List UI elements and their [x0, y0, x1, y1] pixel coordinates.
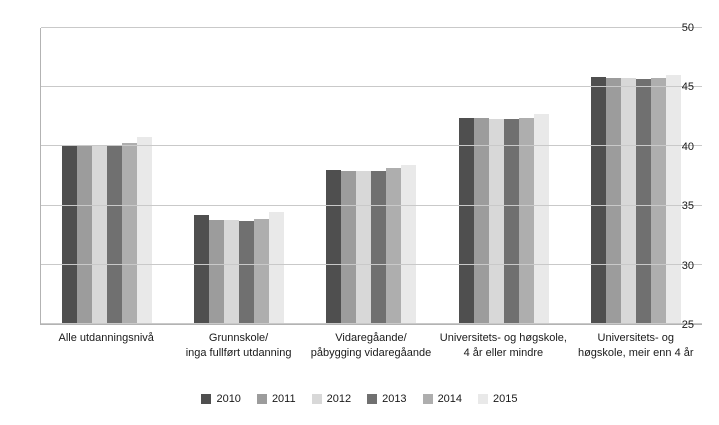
legend-swatch-icon: [311, 394, 322, 404]
x-axis-category-label: Universitets- og høgskole, meir enn 4 år: [577, 332, 694, 359]
legend-item: 2012: [311, 393, 352, 405]
legend-label: 2015: [493, 393, 518, 405]
x-axis-category-label: Grunnskole/ inga fullført utdanning: [185, 332, 292, 359]
bar: [209, 219, 225, 324]
gridline: [41, 263, 702, 265]
legend-label: 2013: [382, 393, 407, 405]
legend-item: 2011: [256, 393, 296, 405]
bar: [650, 77, 666, 324]
bar: [107, 145, 123, 324]
y-tick-label: 35: [681, 200, 694, 213]
bar: [401, 165, 417, 324]
legend-label: 2014: [437, 393, 463, 405]
bar: [92, 146, 108, 324]
y-tick-label: 50: [681, 22, 694, 34]
bar-groups: [41, 28, 702, 324]
x-axis-labels: Alle utdanningsnivå Grunnskole/ inga full…: [40, 331, 702, 361]
x-axis-category-label: Vidaregåande/ påbygging vidaregåande: [310, 332, 432, 359]
gridline: [41, 86, 702, 88]
bar: [605, 77, 621, 324]
bar: [386, 167, 402, 324]
plot-wrap: 25 30 35 40 45 50: [40, 22, 702, 331]
bar: [137, 136, 153, 324]
bar-group: [62, 28, 153, 324]
legend-swatch-icon: [367, 394, 378, 404]
bar: [473, 117, 489, 324]
bar: [488, 119, 504, 324]
legend-item: 2015: [478, 393, 518, 405]
bar: [635, 78, 651, 324]
bar: [590, 76, 606, 324]
bar: [194, 215, 210, 324]
y-tick-label: 45: [681, 81, 694, 94]
bar: [254, 218, 270, 324]
plot-area: [40, 27, 702, 325]
legend-item: 2014: [422, 393, 463, 405]
bar-group: [590, 28, 681, 324]
legend-label: 2012: [326, 393, 352, 405]
gridline: [41, 323, 702, 324]
bar: [533, 114, 549, 324]
legend-swatch-icon: [201, 394, 212, 404]
x-axis-category-label: Alle utdanningsnivå: [58, 332, 154, 344]
bar: [62, 146, 78, 324]
bar: [239, 221, 255, 324]
gridline: [41, 145, 702, 147]
legend-swatch-icon: [422, 394, 433, 404]
y-tick-label: 40: [681, 140, 694, 153]
legend-swatch-icon: [478, 394, 489, 404]
legend-item: 2010: [201, 393, 241, 405]
bar: [341, 171, 357, 324]
legend-label: 2010: [216, 393, 241, 405]
bar: [326, 170, 342, 324]
gridline: [41, 204, 702, 206]
x-axis-category-label: Universitets- og høgskole, 4 år eller mi…: [439, 332, 567, 359]
bar: [224, 219, 240, 324]
legend-item: 2013: [367, 393, 407, 405]
bar: [371, 171, 387, 324]
bar: [458, 117, 474, 324]
legend-label: 2011: [271, 393, 296, 405]
bar: [356, 171, 372, 324]
y-tick-label: 25: [681, 319, 694, 331]
bar: [620, 77, 636, 324]
bar: [122, 142, 138, 324]
bar: [665, 75, 681, 324]
gridline: [41, 27, 702, 28]
bar: [77, 146, 93, 324]
legend-swatch-icon: [256, 394, 267, 404]
bar: [269, 211, 285, 324]
bar: [503, 119, 519, 324]
bar: [518, 117, 534, 324]
legend: 2010 2011 2012 2013 2014 2015: [0, 393, 719, 405]
bar-group: [458, 28, 549, 324]
bar-group: [326, 28, 417, 324]
y-tick-label: 30: [681, 259, 694, 272]
bar-group: [194, 28, 285, 324]
